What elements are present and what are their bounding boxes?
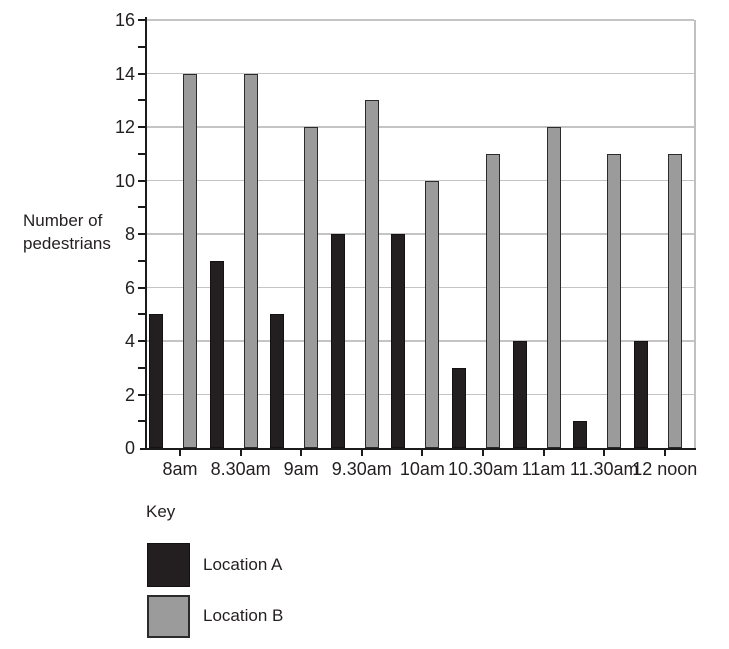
x-tick-label: 8.30am [210, 459, 271, 479]
x-axis-tick [421, 450, 424, 456]
bar-location-a [149, 314, 163, 448]
x-axis-tick [603, 450, 606, 456]
bar-location-a [330, 234, 345, 448]
y-axis-tick [138, 72, 145, 75]
x-tick-label: 9.30am [331, 459, 392, 479]
x-axis-tick [542, 450, 545, 456]
bar-location-b [607, 153, 622, 448]
gridline-y-4 [147, 340, 694, 342]
y-tick-label: 10 [114, 170, 135, 191]
y-axis-tick [138, 99, 145, 102]
x-axis-tick [179, 450, 181, 456]
bar-location-b [364, 100, 379, 448]
bar-location-a [209, 260, 224, 448]
y-axis-tick [138, 259, 145, 262]
x-tick-label: 8am [162, 459, 198, 479]
legend-label-location-b: Location B [203, 606, 284, 625]
gridline-y-10 [147, 179, 694, 182]
x-axis-tick [300, 450, 303, 456]
x-tick-label: 11.30am [569, 459, 639, 479]
bar-location-b [486, 153, 500, 448]
bar-location-b [243, 73, 258, 448]
y-axis-tick [138, 206, 145, 209]
y-axis-line [145, 17, 147, 450]
y-axis-tick [138, 313, 145, 316]
x-axis-tick [360, 450, 363, 456]
y-tick-label: 14 [114, 63, 135, 84]
y-axis-tick [138, 19, 145, 21]
x-tick-label: 11am [521, 459, 566, 479]
y-axis-tick [138, 420, 145, 423]
y-axis-tick [138, 286, 145, 289]
y-axis-tick [138, 340, 145, 342]
y-axis-tick [138, 126, 145, 128]
bar-location-b [304, 127, 319, 448]
bar-location-a [512, 341, 527, 448]
bar-location-a [573, 421, 588, 448]
y-tick-label: 8 [124, 224, 135, 244]
y-tick-label: 0 [124, 438, 135, 458]
y-tick-label: 6 [124, 277, 135, 298]
y-axis-tick [138, 179, 145, 182]
bar-location-a [633, 341, 648, 448]
bar-location-b [667, 153, 682, 448]
gridline-y-14 [147, 72, 694, 75]
location-a-swatch [147, 543, 190, 587]
y-tick-label: 4 [124, 331, 135, 351]
y-axis-tick [138, 233, 145, 235]
bar-location-a [452, 367, 466, 448]
legend-title: Key [146, 502, 176, 521]
y-tick-label: 16 [114, 10, 135, 30]
x-axis-line [140, 448, 696, 450]
x-tick-label: 10.30am [447, 459, 519, 479]
y-tick-label: 12 [114, 117, 135, 137]
legend-label-location-a: Location A [203, 555, 283, 574]
gridline-y-6 [147, 286, 694, 289]
x-tick-label: 10am [399, 459, 445, 479]
y-axis-title: Number of pedestrians [23, 211, 111, 253]
gridline-y-2 [147, 393, 694, 396]
bar-location-b [425, 180, 440, 448]
gridline-y-16 [147, 19, 694, 21]
y-axis-tick [138, 393, 145, 396]
bar-location-a [391, 234, 406, 448]
bar-location-a [270, 314, 285, 448]
y-axis-tick [138, 45, 145, 48]
y-axis-tick [138, 366, 145, 369]
x-tick-label: 9am [283, 459, 319, 479]
x-axis-tick [482, 450, 484, 456]
y-tick-label: 2 [124, 384, 135, 405]
bar-location-b [546, 127, 561, 448]
x-tick-label: 12 noon [632, 459, 698, 479]
plot-area: 0 2 4 6 8 10 12 14 16 8am 8.30am 9am 9.30am 10am 10.30… [115, 10, 697, 479]
x-axis-tick [663, 450, 666, 456]
y-axis-tick [138, 152, 145, 155]
x-axis-tick [239, 450, 242, 456]
bar-location-b [183, 73, 197, 448]
location-b-swatch [147, 595, 190, 638]
gridline-y-12 [147, 126, 694, 128]
gridline-y-8 [147, 233, 694, 235]
